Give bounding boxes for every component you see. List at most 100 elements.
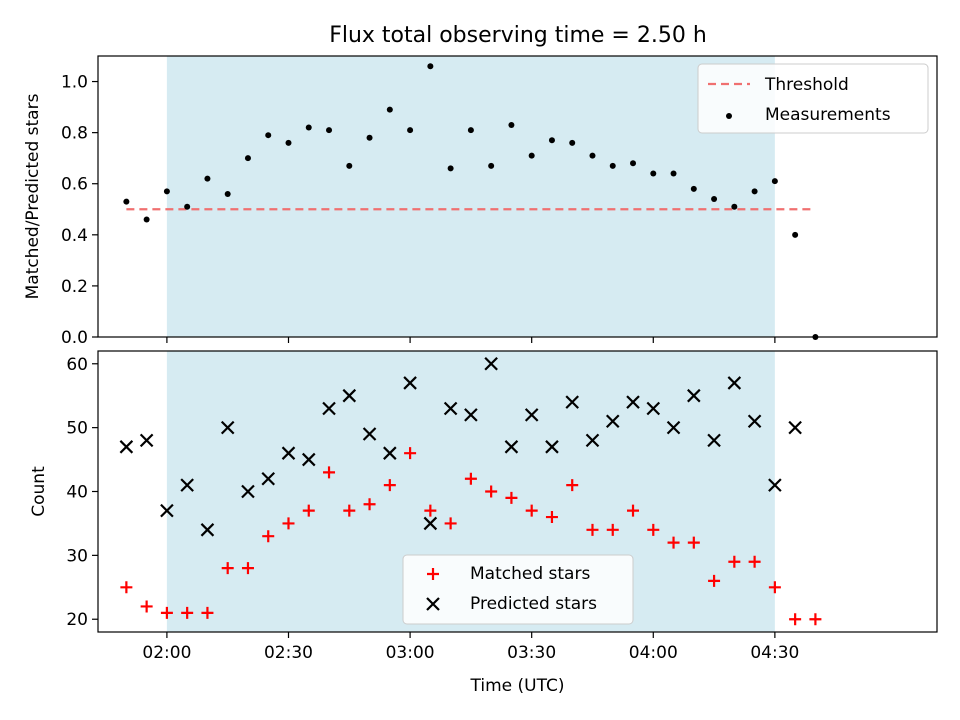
matched-stars-point [627,504,640,517]
measurement-point [163,188,170,195]
predicted-stars-point [687,388,701,403]
predicted-stars-point [707,433,721,448]
figure-title: Flux total observing time = 2.50 h [329,23,707,48]
measurement-point [184,203,191,210]
predicted-stars-point [160,503,174,518]
measurement-point [427,63,434,70]
measurement-point [690,185,697,192]
predicted-stars-point [301,452,316,467]
matched-stars-point [262,530,275,543]
predicted-stars-point [605,414,620,429]
matched-stars-point [789,613,802,626]
legend-box [697,63,929,134]
matched-stars-point [525,504,538,517]
measurement-point [751,188,758,195]
legend-measurements-label: Measurements [765,105,891,125]
matched-stars-point [566,479,579,492]
predicted-stars-point [464,408,478,422]
predicted-stars-point [545,440,559,454]
y-axis-label: Matched/Predicted stars [23,93,43,299]
measurement-point [326,127,333,134]
legend-threshold-label: Threshold [764,75,849,95]
predicted-stars-point [383,446,397,460]
matched-stars-point [302,504,315,517]
predicted-stars-point [342,388,357,403]
legend: Matched stars Predicted stars [402,554,634,625]
predicted-stars-point [322,401,336,416]
predicted-stars-point [666,420,681,435]
predicted-stars-point [180,478,194,492]
predicted-stars-point [646,401,661,416]
predicted-stars-point [768,478,782,492]
matched-stars-point [221,562,234,575]
measurement-point [224,190,231,197]
predicted-stars-point [281,446,296,460]
measurement-point [123,198,130,205]
matched-stars-point [667,536,680,549]
matched-stars-point [383,479,396,492]
predicted-stars-point [200,523,215,537]
y-tick-label: 0.2 [61,277,88,297]
predicted-stars-point [220,420,235,435]
matched-stars-point [687,536,700,549]
matched-stars-point [140,600,153,613]
matched-stars-point [181,606,194,619]
matched-stars-point [464,472,477,485]
matched-stars-point [282,517,295,530]
measurement-point [143,216,150,223]
matched-stars-point [343,504,356,517]
matched-stars-point [809,613,822,626]
x-axis-label: Time (UTC) [470,676,565,696]
measurement-point [812,334,819,340]
legend: Threshold Measurements [697,63,929,134]
matched-stars-point [647,523,660,536]
predicted-stars-point [362,427,377,441]
matched-stars-point [748,555,761,568]
predicted-stars-point [119,440,134,454]
measurement-point [792,231,799,238]
matched-stars-point [606,523,619,536]
y-tick-label: 0.0 [61,328,88,348]
matched-stars-point [323,466,336,479]
x-tick-label: 02:30 [264,643,313,663]
observing-window-band [166,56,775,337]
matched-stars-point [444,517,457,530]
predicted-stars-point [524,408,539,422]
legend-measurements-swatch [726,113,732,119]
measurement-point [771,178,778,185]
predicted-stars-point [443,401,458,416]
legend-matched-swatch [427,568,439,580]
predicted-stars-point [484,356,498,371]
predicted-stars-point [504,440,519,454]
x-tick-label: 04:30 [750,643,799,663]
y-tick-label: 60 [66,355,88,375]
measurement-point [346,162,353,169]
x-tick-label: 03:00 [386,643,435,663]
measurement-point [305,124,312,131]
matched-stars-point [505,491,518,504]
legend-predicted-swatch [426,597,440,611]
y-tick-label: 40 [66,483,88,503]
matched-stars-point [160,606,173,619]
predicted-stars-point [423,516,438,531]
matched-stars-point [363,498,376,511]
measurement-point [548,137,555,144]
matched-stars-point [201,606,214,619]
matched-stars-point [424,504,437,517]
predicted-stars-point [261,471,276,486]
y-tick-label: 0.8 [61,124,88,144]
matched-stars-point [120,581,133,594]
measurement-point [589,152,596,159]
measurement-point [467,127,474,134]
measurement-point [711,196,718,203]
matched-stars-point [404,447,417,460]
y-tick-label: 1.0 [61,73,88,93]
measurement-point [407,127,414,134]
y-tick-label: 20 [66,610,88,630]
star-count-panel: 20 30 40 50 60 02:00 02:30 03:00 03:30 04:00 04:30… [29,350,938,696]
y-tick-label: 30 [66,546,88,566]
measurement-point [285,139,292,146]
legend-box [402,554,634,625]
predicted-stars-point [626,395,640,409]
